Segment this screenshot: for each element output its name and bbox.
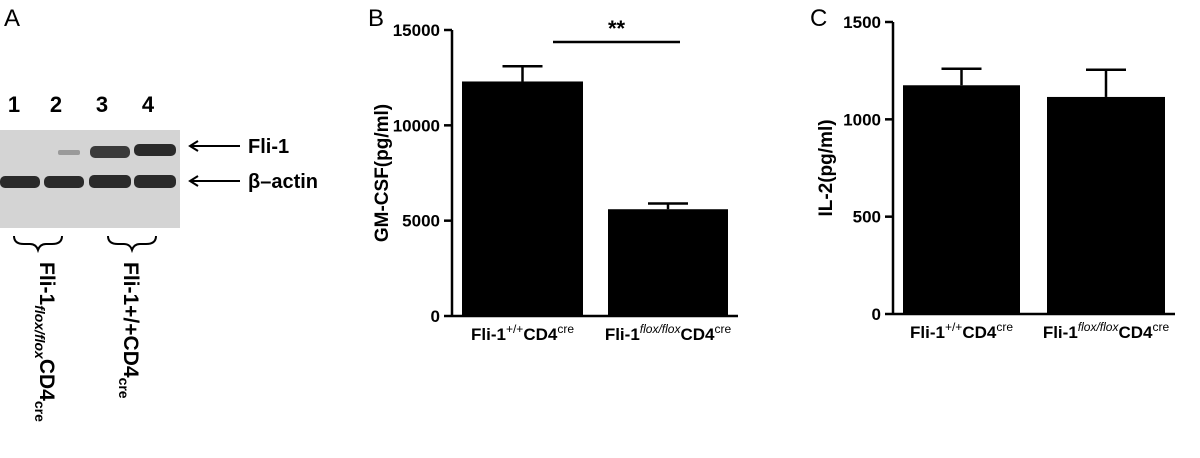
- y-tick-label: 0: [431, 307, 440, 326]
- bar: [1047, 96, 1165, 315]
- x-tick-label: Fli-1flox/floxCD4cre: [1043, 320, 1170, 342]
- y-tick-label: 1500: [843, 13, 881, 32]
- x-tick-label-part: CD4: [680, 325, 715, 344]
- band-label: Fli-1: [248, 136, 289, 158]
- x-tick-label-part: cre: [714, 322, 731, 336]
- x-tick-label-part: Fli-1: [471, 325, 506, 344]
- panel-label: B: [368, 5, 384, 32]
- y-tick-label: 15000: [393, 21, 440, 40]
- group-label: Fli-1flox/floxCD4cre: [32, 262, 58, 422]
- x-tick-label-part: Fli-1: [605, 325, 640, 344]
- group-label: Fli-1+/+CD4cre: [116, 262, 142, 399]
- blot-arrows: [188, 140, 240, 187]
- x-tick-label-part: Fli-1: [910, 323, 945, 342]
- bar: [608, 209, 728, 316]
- x-tick-label-part: CD4: [1118, 323, 1153, 342]
- annotation: **: [608, 16, 626, 41]
- lane-label: 3: [96, 92, 108, 117]
- x-tick-label-part: cre: [557, 322, 574, 336]
- x-tick-label-part: +/+: [506, 322, 523, 336]
- y-tick-label: 0: [872, 305, 881, 324]
- x-tick-label-part: +/+: [945, 320, 962, 334]
- blot-lane-labels: 1 2 3 4: [8, 92, 155, 117]
- blot-image: [0, 130, 180, 228]
- lane-label: 2: [50, 92, 62, 117]
- x-tick-label-part: Fli-1: [1043, 323, 1078, 342]
- x-tick-label: Fli-1+/+CD4cre: [910, 320, 1013, 342]
- x-tick-label: Fli-1+/+CD4cre: [471, 322, 574, 344]
- y-tick-label: 10000: [393, 116, 440, 135]
- x-tick-label-part: flox/flox: [640, 322, 682, 336]
- band-label: β–actin: [248, 171, 318, 193]
- panel-label: A: [4, 5, 20, 32]
- x-tick-label-part: CD4: [962, 323, 997, 342]
- y-tick-label: 500: [853, 208, 881, 227]
- x-tick-label: Fli-1flox/floxCD4cre: [605, 322, 732, 344]
- lane-label: 4: [142, 92, 155, 117]
- y-tick-label: 5000: [402, 212, 440, 231]
- y-axis-label: IL-2(pg/ml): [816, 119, 837, 216]
- y-tick-label: 1000: [843, 110, 881, 129]
- bar: [903, 85, 1020, 315]
- blot-braces: [13, 235, 157, 254]
- lane-label: 1: [8, 92, 20, 117]
- x-tick-label-part: cre: [1152, 320, 1169, 334]
- x-tick-label-part: flox/flox: [1078, 320, 1120, 334]
- panel-label: C: [810, 5, 827, 32]
- x-tick-label-part: CD4: [523, 325, 558, 344]
- x-tick-label-part: cre: [996, 320, 1013, 334]
- y-axis-label: GM-CSF(pg/ml): [372, 104, 393, 242]
- bar: [462, 81, 583, 316]
